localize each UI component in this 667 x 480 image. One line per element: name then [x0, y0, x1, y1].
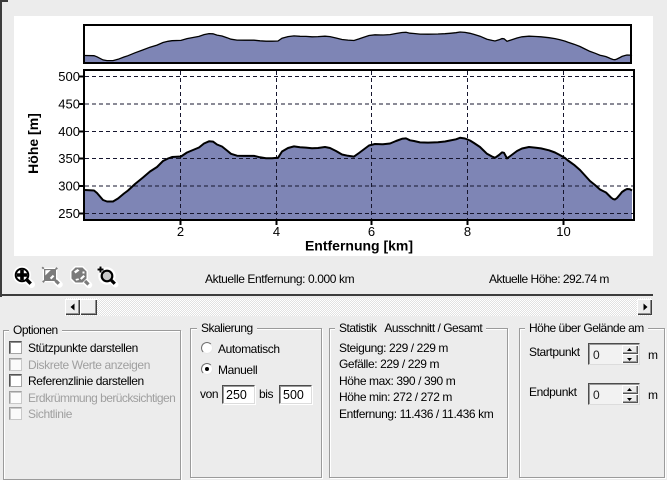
svg-text:400: 400 [58, 124, 80, 139]
svg-text:250: 250 [58, 206, 80, 221]
svg-text:500: 500 [58, 69, 80, 84]
svg-text:2: 2 [177, 224, 184, 239]
svg-text:350: 350 [58, 151, 80, 166]
svg-text:300: 300 [58, 179, 80, 194]
svg-text:6: 6 [368, 224, 375, 239]
svg-text:10: 10 [556, 224, 570, 239]
svg-text:4: 4 [273, 224, 280, 239]
svg-text:Entfernung [km]: Entfernung [km] [305, 238, 413, 254]
svg-text:450: 450 [58, 97, 80, 112]
svg-text:Höhe [m]: Höhe [m] [25, 113, 41, 174]
svg-text:8: 8 [464, 224, 471, 239]
